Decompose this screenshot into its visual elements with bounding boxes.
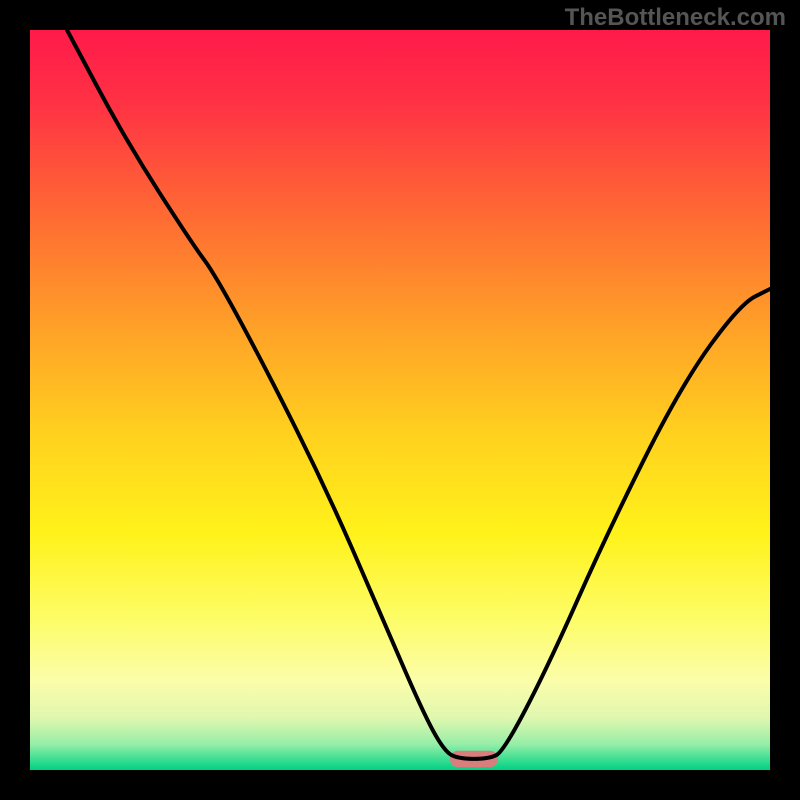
frame-left (0, 0, 30, 800)
chart-svg (0, 0, 800, 800)
frame-right (770, 0, 800, 800)
chart-container: TheBottleneck.com (0, 0, 800, 800)
frame-bottom (0, 770, 800, 800)
watermark-text: TheBottleneck.com (565, 4, 786, 32)
